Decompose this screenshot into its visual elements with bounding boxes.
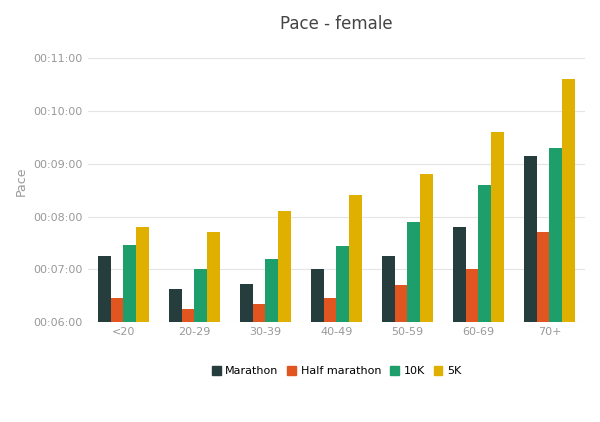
Bar [420, 174, 433, 322]
Bar [453, 227, 466, 322]
Bar [194, 269, 207, 322]
Bar [478, 185, 491, 322]
Bar [311, 269, 323, 322]
Bar [337, 246, 349, 322]
Bar [466, 269, 478, 322]
Bar [395, 285, 407, 322]
Bar [550, 148, 562, 322]
Bar [182, 309, 194, 322]
Y-axis label: Pace: Pace [15, 167, 28, 196]
Bar [407, 222, 420, 322]
Bar [240, 284, 253, 322]
Legend: Marathon, Half marathon, 10K, 5K: Marathon, Half marathon, 10K, 5K [207, 362, 466, 381]
Bar [98, 256, 110, 322]
Bar [169, 289, 182, 322]
Bar [491, 132, 504, 322]
Bar [349, 195, 362, 322]
Bar [382, 256, 395, 322]
Bar [136, 227, 149, 322]
Bar [524, 156, 536, 322]
Bar [278, 211, 291, 322]
Bar [323, 298, 337, 322]
Bar [562, 79, 575, 322]
Bar [536, 233, 550, 322]
Bar [124, 245, 136, 322]
Bar [207, 233, 220, 322]
Bar [253, 304, 265, 322]
Title: Pace - female: Pace - female [280, 15, 393, 33]
Bar [265, 259, 278, 322]
Bar [110, 298, 124, 322]
